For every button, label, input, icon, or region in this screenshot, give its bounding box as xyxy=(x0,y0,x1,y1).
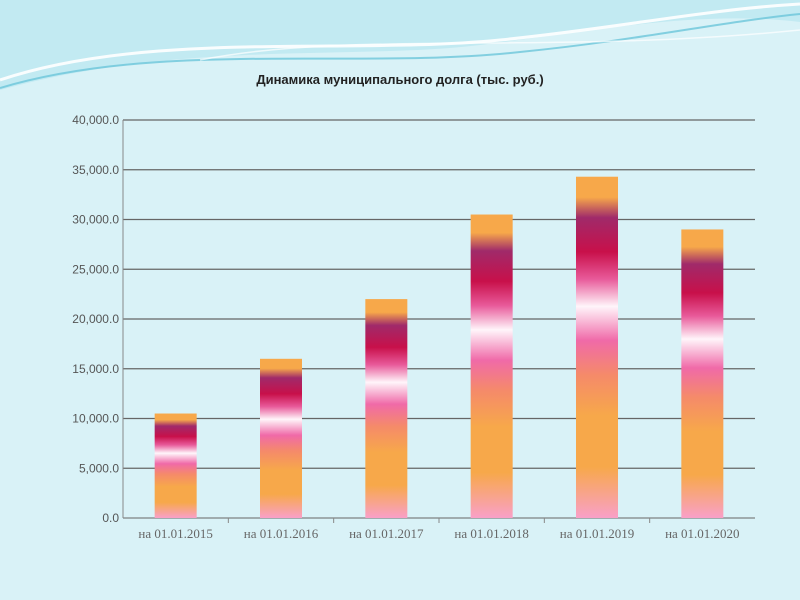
gridlines xyxy=(123,119,755,519)
bar xyxy=(260,358,302,518)
y-axis: 0.0 5,000.0 10,000.0 15,000.0 20,000.0 25,000… xyxy=(72,113,124,525)
bar xyxy=(365,299,408,518)
bar xyxy=(576,176,618,518)
y-tick-label: 20,000.0 xyxy=(72,312,119,326)
y-tick-label: 25,000.0 xyxy=(72,262,119,276)
x-axis: на 01.01.2015 на 01.01.2016 на 01.01.2017 н… xyxy=(138,518,740,541)
bar xyxy=(154,413,197,518)
bar xyxy=(470,214,513,518)
bar xyxy=(681,229,724,518)
x-tick-label: на 01.01.2020 xyxy=(665,526,739,541)
x-tick-label: на 01.01.2015 xyxy=(138,526,212,541)
y-tick-label: 30,000.0 xyxy=(72,213,119,227)
y-tick-label: 5,000.0 xyxy=(79,461,119,475)
x-tick-label: на 01.01.2019 xyxy=(560,526,634,541)
chart-title: Динамика муниципального долга (тыс. руб.… xyxy=(256,72,544,87)
x-tick-label: на 01.01.2018 xyxy=(454,526,528,541)
decorative-wave-header xyxy=(0,0,800,90)
x-tick-label: на 01.01.2017 xyxy=(349,526,424,541)
y-tick-label: 10,000.0 xyxy=(72,412,119,426)
bars xyxy=(154,176,724,518)
x-tick-label: на 01.01.2016 xyxy=(244,526,319,541)
y-tick-label: 35,000.0 xyxy=(72,163,119,177)
y-tick-label: 15,000.0 xyxy=(72,362,119,376)
y-tick-label: 0.0 xyxy=(102,511,119,525)
y-tick-label: 40,000.0 xyxy=(72,113,119,127)
